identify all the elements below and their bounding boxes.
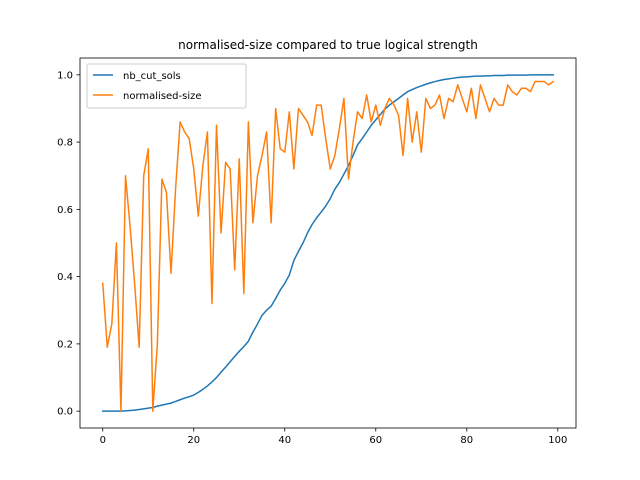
x-axis: 0 20 40 60 80 100	[100, 428, 567, 446]
y-tick-label: 0.8	[57, 138, 73, 149]
plot-frame	[79, 57, 577, 429]
chart-title: normalised-size compared to true logical…	[178, 38, 478, 52]
legend-box	[86, 63, 247, 109]
x-tick-label: 40	[278, 435, 291, 446]
y-tick-label: 0.6	[57, 205, 73, 216]
x-tick-label: 100	[548, 435, 567, 446]
y-tick-label: 0.0	[57, 407, 73, 418]
y-tick-label: 0.2	[57, 339, 73, 350]
x-tick-label: 80	[460, 435, 473, 446]
series-line-nb_cut_sols	[102, 74, 554, 412]
series-layer	[101, 74, 555, 412]
y-tick-label: 0.4	[57, 272, 73, 283]
legend-label: nb_cut_sols	[123, 71, 181, 82]
legend: nb_cut_sols normalised-size	[86, 63, 247, 109]
x-tick-label: 0	[100, 435, 106, 446]
x-tick-label: 60	[369, 435, 382, 446]
y-axis: 0.0 0.2 0.4 0.6 0.8 1.0	[57, 70, 80, 418]
series-line-normalised-size	[101, 80, 555, 412]
legend-label: normalised-size	[123, 91, 202, 102]
x-tick-label: 20	[187, 435, 200, 446]
y-tick-label: 1.0	[57, 70, 73, 81]
